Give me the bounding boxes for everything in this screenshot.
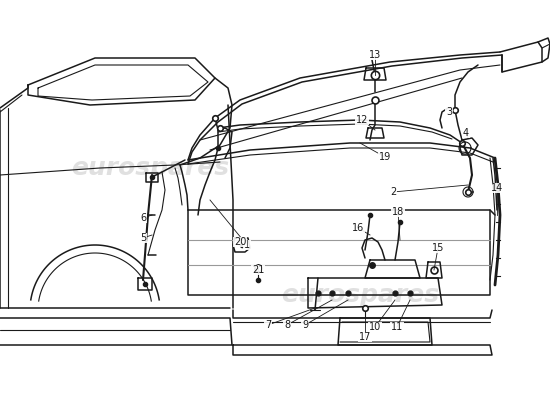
Text: 18: 18: [392, 207, 404, 217]
Text: 10: 10: [369, 322, 381, 332]
Text: 20: 20: [234, 237, 246, 247]
Text: 21: 21: [252, 265, 264, 275]
Text: 17: 17: [359, 332, 371, 342]
Text: 1: 1: [244, 240, 250, 250]
Text: 8: 8: [284, 320, 290, 330]
Text: 6: 6: [140, 213, 146, 223]
Text: 16: 16: [352, 223, 364, 233]
Text: 3: 3: [446, 107, 452, 117]
Text: 19: 19: [379, 152, 391, 162]
Text: 7: 7: [265, 320, 271, 330]
Text: eurospares: eurospares: [281, 283, 439, 307]
Text: 13: 13: [369, 50, 381, 60]
Text: 2: 2: [390, 187, 396, 197]
Text: eurospares: eurospares: [71, 156, 229, 180]
Text: 5: 5: [140, 233, 146, 243]
Text: 14: 14: [491, 183, 503, 193]
Text: 9: 9: [302, 320, 308, 330]
Text: 12: 12: [356, 115, 368, 125]
Text: 11: 11: [391, 322, 403, 332]
Text: 4: 4: [463, 128, 469, 138]
Text: 15: 15: [432, 243, 444, 253]
